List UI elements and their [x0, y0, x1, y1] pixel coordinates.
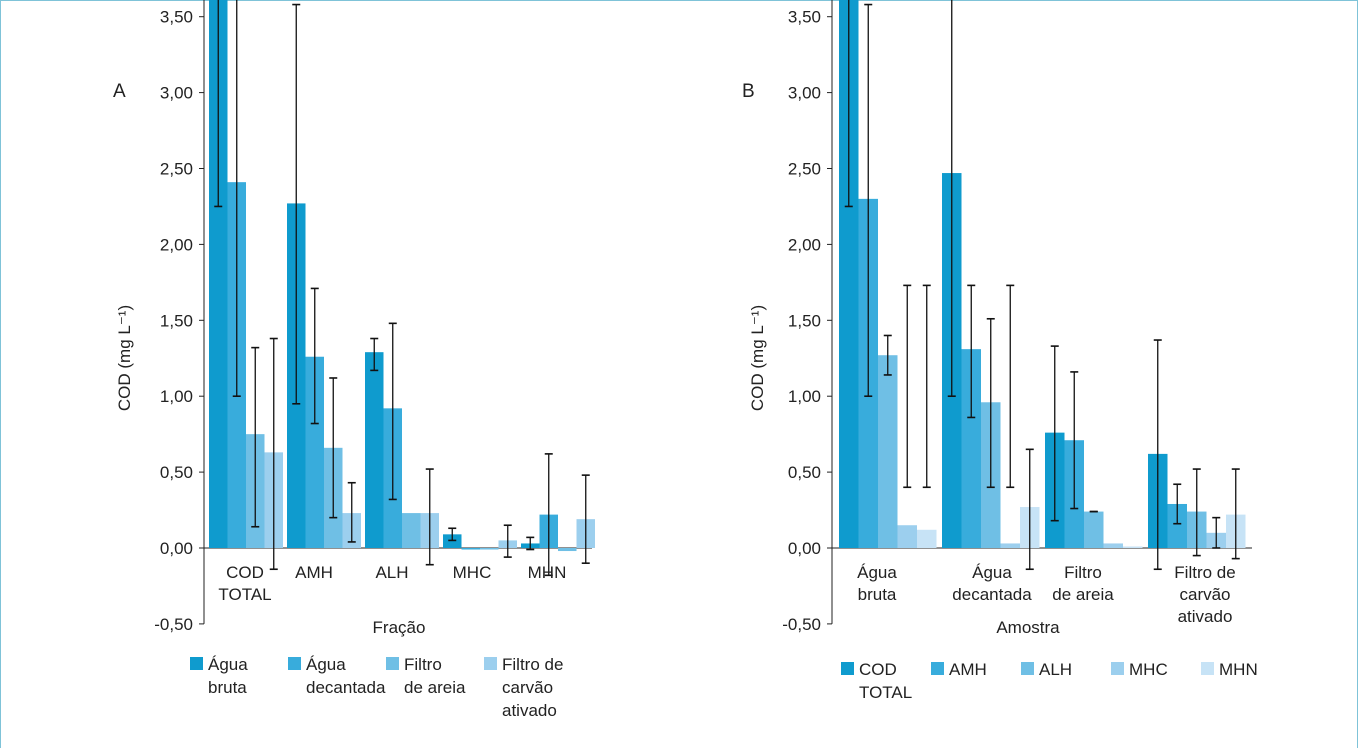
legend-label: TOTAL	[859, 683, 912, 702]
legend-swatch	[386, 657, 399, 670]
bar	[558, 548, 577, 551]
legend-label: bruta	[208, 678, 247, 697]
y-tick-label: 3,00	[160, 84, 193, 103]
legend-label: Filtro	[404, 655, 442, 674]
y-tick-label: 1,00	[160, 387, 193, 406]
legend-swatch	[841, 662, 854, 675]
legend-swatch	[484, 657, 497, 670]
y-tick-label: 1,50	[160, 311, 193, 330]
bar	[365, 352, 384, 548]
y-tick-label: -0,50	[782, 615, 821, 634]
x-tick-label: AMH	[295, 563, 333, 582]
y-tick-label: 0,50	[160, 463, 193, 482]
y-tick-label: 2,00	[788, 235, 821, 254]
legend-label: Água	[208, 655, 248, 674]
legend-swatch	[1021, 662, 1034, 675]
y-tick-label: 2,50	[788, 160, 821, 179]
legend-label: Água	[306, 655, 346, 674]
x-tick-label: ativado	[1178, 607, 1233, 626]
legend-label: decantada	[306, 678, 386, 697]
x-tick-label: carvão	[1179, 585, 1230, 604]
bar	[898, 525, 918, 548]
panel-label: A	[113, 81, 126, 102]
legend-swatch	[1201, 662, 1214, 675]
legend-label: ativado	[502, 701, 557, 720]
x-tick-label: Filtro de	[1174, 563, 1235, 582]
y-axis-title: COD (mg L⁻¹)	[115, 305, 134, 411]
y-tick-label: 0,00	[788, 539, 821, 558]
x-tick-label: COD	[226, 563, 264, 582]
x-tick-label: decantada	[952, 585, 1032, 604]
bar	[402, 513, 421, 548]
legend-label: AMH	[949, 660, 987, 679]
x-tick-label: Água	[857, 563, 897, 582]
legend-label: Filtro de	[502, 655, 563, 674]
legend-swatch	[288, 657, 301, 670]
bar	[462, 548, 481, 550]
x-tick-label: bruta	[858, 585, 897, 604]
bar	[480, 548, 499, 550]
legend-label: MHC	[1129, 660, 1168, 679]
bar	[1123, 546, 1143, 548]
y-tick-label: -0,50	[154, 615, 193, 634]
x-tick-label: MHN	[528, 563, 567, 582]
bar	[878, 355, 898, 548]
x-tick-label: TOTAL	[218, 585, 271, 604]
y-tick-label: 1,50	[788, 311, 821, 330]
x-tick-label: Água	[972, 563, 1012, 582]
x-tick-label: de areia	[1052, 585, 1114, 604]
legend-swatch	[190, 657, 203, 670]
bar	[1001, 543, 1021, 548]
y-tick-label: 1,00	[788, 387, 821, 406]
bar	[1084, 512, 1104, 548]
x-axis-title: Amostra	[996, 618, 1060, 637]
y-tick-label: 3,50	[788, 8, 821, 27]
legend-swatch	[1111, 662, 1124, 675]
legend-label: COD	[859, 660, 897, 679]
bar	[1104, 543, 1124, 548]
legend-label: de areia	[404, 678, 466, 697]
y-tick-label: 0,50	[788, 463, 821, 482]
x-tick-label: Filtro	[1064, 563, 1102, 582]
legend-label: ALH	[1039, 660, 1072, 679]
y-tick-label: 0,00	[160, 539, 193, 558]
x-tick-label: MHC	[453, 563, 492, 582]
legend-label: carvão	[502, 678, 553, 697]
bar	[917, 530, 937, 548]
panel-label: B	[742, 81, 755, 102]
y-tick-label: 3,00	[788, 84, 821, 103]
y-tick-label: 3,50	[160, 8, 193, 27]
y-axis-title: COD (mg L⁻¹)	[748, 305, 767, 411]
y-tick-label: 2,50	[160, 160, 193, 179]
x-axis-title: Fração	[373, 618, 426, 637]
y-tick-label: 2,00	[160, 235, 193, 254]
legend-label: MHN	[1219, 660, 1258, 679]
x-tick-label: ALH	[375, 563, 408, 582]
legend-swatch	[931, 662, 944, 675]
